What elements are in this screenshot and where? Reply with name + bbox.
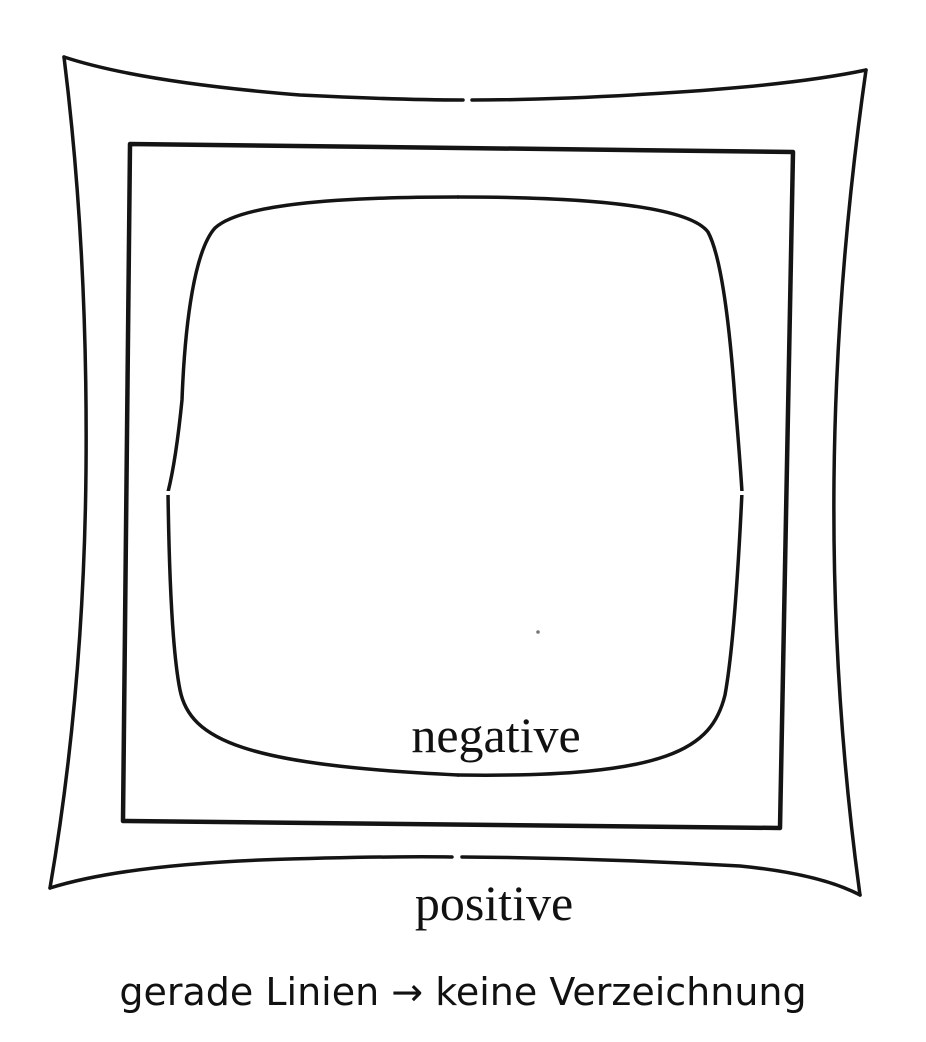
barrel-distortion-shape bbox=[162, 195, 748, 777]
pincushion-right-edge bbox=[832, 68, 868, 897]
pincushion-distortion-shape bbox=[48, 55, 868, 897]
undistorted-square-shape bbox=[120, 141, 796, 831]
positive-label: positive bbox=[415, 875, 573, 931]
scan-speck bbox=[536, 630, 540, 634]
pincushion-bottom-left-edge bbox=[48, 855, 454, 890]
caption: gerade Linien → keine Verzeichnung bbox=[119, 970, 807, 1014]
pincushion-bottom-right-edge bbox=[460, 855, 862, 897]
pincushion-left-edge bbox=[48, 55, 88, 890]
barrel-right-half bbox=[456, 195, 744, 777]
pincushion-top-right-edge bbox=[470, 68, 868, 102]
pincushion-top-left-edge bbox=[62, 55, 465, 102]
barrel-right-gap bbox=[736, 491, 748, 495]
barrel-left-half bbox=[166, 195, 460, 777]
barrel-left-gap bbox=[162, 491, 174, 495]
negative-label: negative bbox=[411, 707, 580, 763]
